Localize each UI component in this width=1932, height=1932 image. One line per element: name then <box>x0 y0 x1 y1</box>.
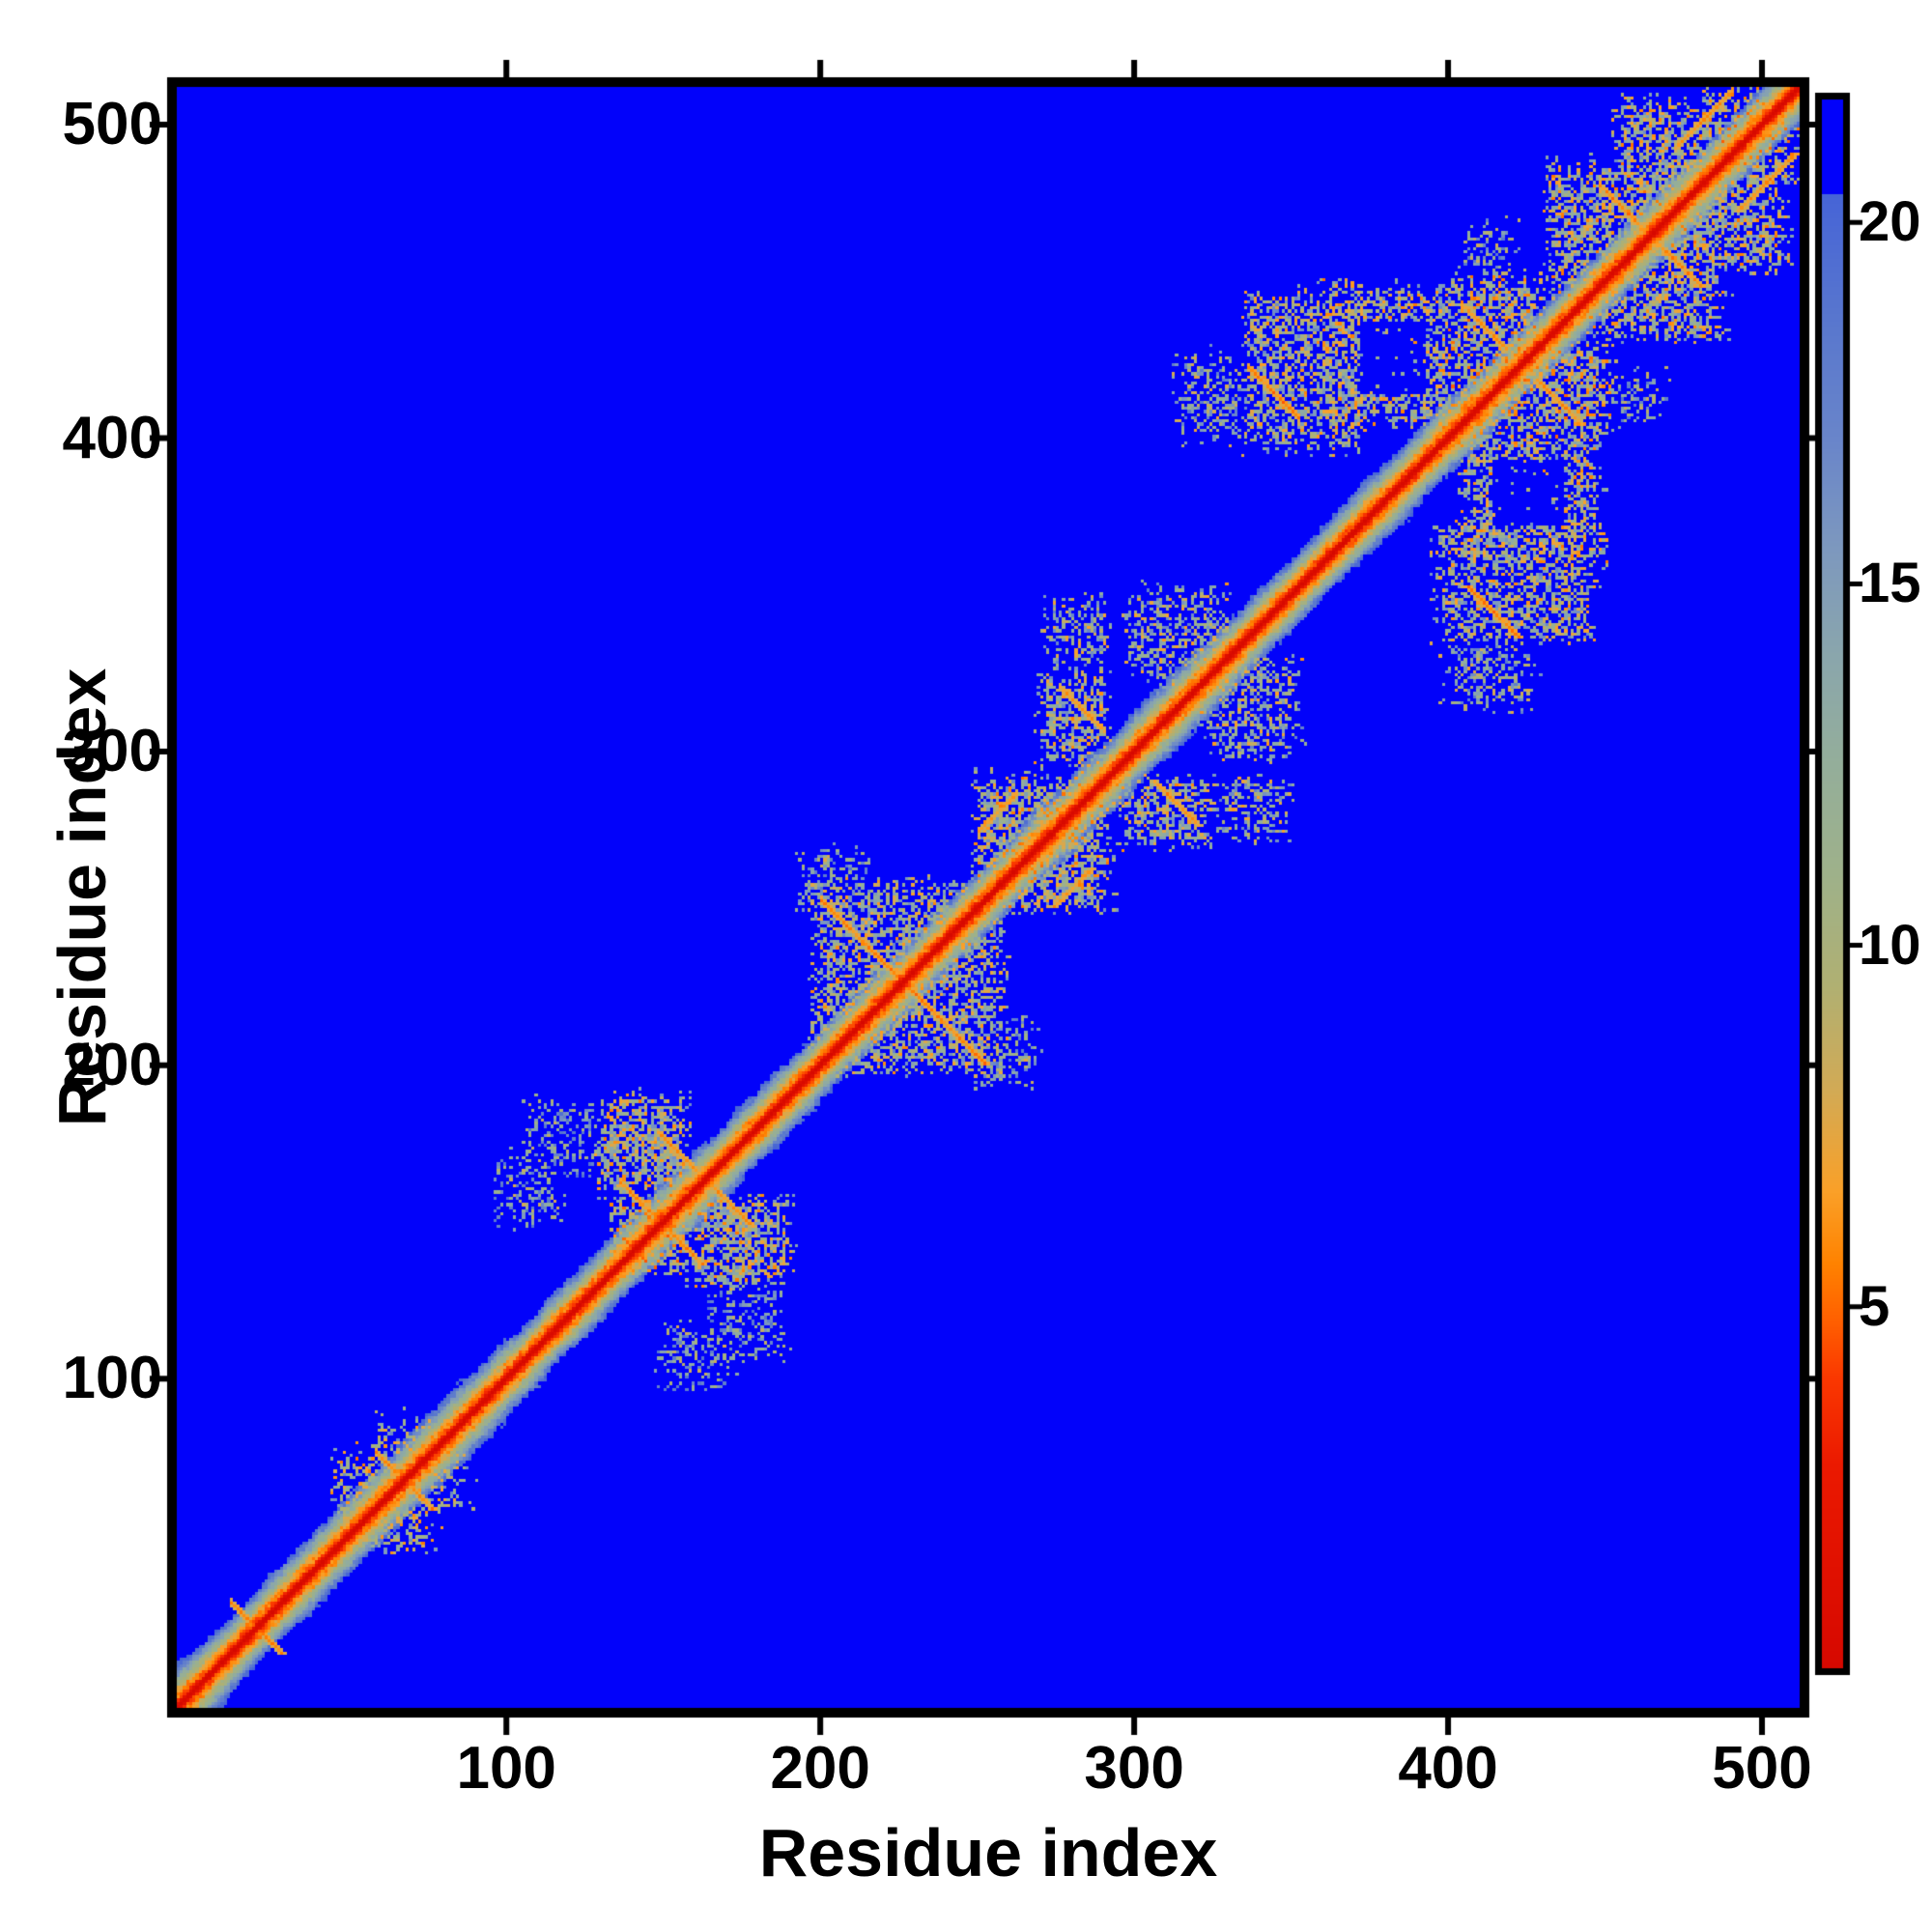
y-tick-label-500: 500 <box>62 90 162 157</box>
y-tick-label-200: 200 <box>62 1031 162 1098</box>
colorbar-tick-label-10: 10 <box>1859 913 1921 977</box>
x-tick-label-400: 400 <box>1398 1735 1498 1802</box>
colorbar-tick-label-15: 15 <box>1859 552 1921 615</box>
y-axis-title: Residue index <box>44 668 120 1127</box>
y-tick-label-400: 400 <box>62 404 162 471</box>
x-tick-label-300: 300 <box>1084 1735 1184 1802</box>
colorbar-tick-label-20: 20 <box>1859 190 1921 254</box>
y-tick-label-300: 300 <box>62 718 162 785</box>
x-tick-label-100: 100 <box>456 1735 556 1802</box>
heatmap-plot-area <box>177 87 1800 1708</box>
x-tick-label-500: 500 <box>1712 1735 1812 1802</box>
x-axis-title: Residue index <box>758 1815 1218 1890</box>
colorbar-tick-label-5: 5 <box>1859 1274 1890 1338</box>
x-tick-label-200: 200 <box>770 1735 870 1802</box>
y-tick-label-100: 100 <box>62 1345 162 1412</box>
